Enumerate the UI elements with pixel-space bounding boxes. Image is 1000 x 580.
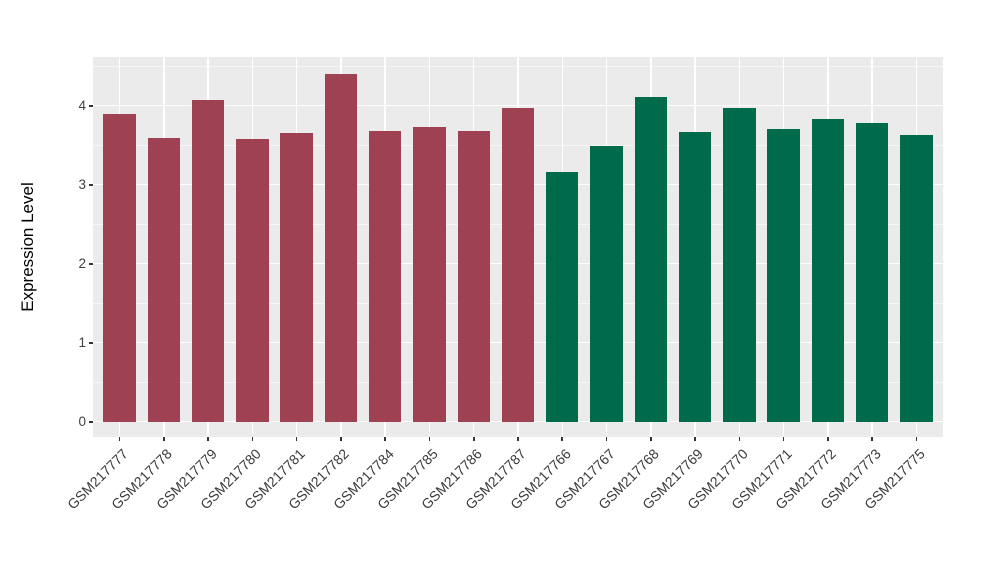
- bar-GSM217787: [501, 108, 535, 422]
- x-tick-label-holder: GSM217775: [702, 443, 928, 512]
- x-tick-mark: [340, 437, 342, 441]
- y-tick-label: 1: [78, 335, 86, 350]
- bar-GSM217771: [767, 128, 800, 422]
- y-tick-mark: [89, 342, 93, 344]
- y-tick-mark: [89, 184, 93, 186]
- x-tick-mark: [782, 437, 785, 441]
- bar-GSM217770: [723, 107, 756, 422]
- x-tick-mark: [207, 437, 209, 441]
- y-tick-mark: [89, 263, 93, 265]
- bar-GSM217782: [324, 73, 358, 422]
- y-tick-label: 3: [78, 177, 86, 192]
- y-tick-mark: [89, 421, 93, 423]
- bar-GSM217781: [280, 132, 313, 422]
- x-tick-mark: [827, 437, 829, 441]
- bar-GSM217772: [811, 119, 845, 422]
- x-tick-mark: [871, 437, 873, 441]
- x-tick-mark: [384, 437, 386, 441]
- y-tick-label: 4: [78, 98, 86, 113]
- x-tick-mark: [163, 437, 165, 441]
- x-tick-mark: [118, 437, 121, 441]
- x-tick-mark: [738, 437, 741, 441]
- bar-GSM217785: [413, 126, 446, 422]
- x-tick-mark: [694, 437, 696, 441]
- bar-GSM217786: [457, 131, 490, 422]
- y-tick-mark: [89, 105, 93, 107]
- bar-GSM217768: [634, 96, 667, 422]
- y-tick-label: 2: [78, 256, 86, 271]
- x-tick-mark: [472, 437, 475, 441]
- x-tick-mark: [915, 437, 918, 441]
- plot-panel: [93, 57, 943, 437]
- x-tick-mark: [295, 437, 298, 441]
- bar-GSM217766: [546, 172, 579, 422]
- x-tick-mark: [650, 437, 652, 441]
- x-tick-mark: [517, 437, 519, 441]
- bar-GSM217779: [191, 100, 225, 422]
- bar-GSM217769: [678, 132, 712, 422]
- bar-GSM217777: [103, 113, 136, 422]
- x-tick-mark: [605, 437, 608, 441]
- bar-GSM217775: [900, 135, 933, 422]
- bar-GSM217780: [236, 139, 269, 422]
- x-tick-label: GSM217775: [860, 445, 928, 513]
- y-axis-title: Expression Level: [18, 182, 37, 312]
- x-tick-mark: [428, 437, 431, 441]
- y-tick-label: 0: [78, 414, 86, 429]
- x-tick-mark: [251, 437, 254, 441]
- bar-GSM217778: [147, 138, 180, 422]
- bar-GSM217773: [856, 122, 889, 422]
- x-tick-mark: [561, 437, 564, 441]
- bar-GSM217767: [590, 146, 623, 422]
- bar-GSM217784: [369, 131, 402, 422]
